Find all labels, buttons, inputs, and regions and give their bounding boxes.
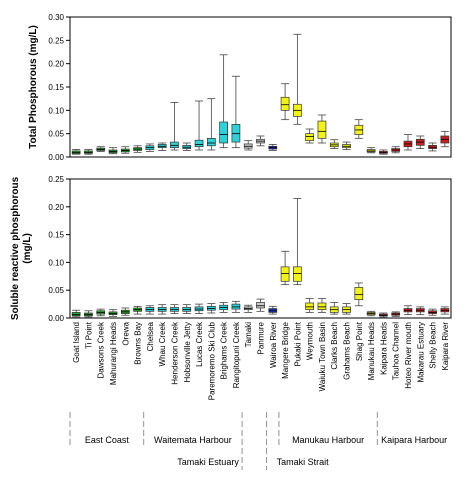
tp-y-tick-label: 0.15 — [48, 83, 64, 92]
srp-box — [71, 312, 81, 317]
tp-box — [206, 137, 216, 147]
site-label: Lucas Creek — [195, 321, 204, 367]
site-label: Paremoremo Ski Club — [207, 321, 216, 400]
soluble-reactive-phosphorus-plot-frame — [69, 178, 452, 319]
site-label: Orewa — [121, 321, 130, 345]
srp-box — [293, 266, 302, 282]
site-label: Wairoa River — [269, 322, 278, 368]
site-label: Browns Bay — [134, 322, 143, 365]
y-axis-label-line-1: Soluble reactive phosphorous — [10, 176, 21, 320]
tp-y-tick-label: 0.25 — [48, 36, 64, 45]
group-label-manukau-harbour: Manukau Harbour — [292, 435, 364, 445]
site-label: Henderson Creek — [170, 321, 179, 385]
site-label: Chelsea — [146, 321, 155, 351]
site-label: Kaipara Heads — [379, 322, 388, 375]
tp-y-tick-label: 0.00 — [48, 153, 64, 162]
site-label: Whau Creek — [158, 321, 167, 366]
srp-y-tick-label: 0.10 — [48, 258, 64, 267]
total-phosphorus-panel: 0.00 0.05 0.10 0.15 0.20 0.25 0.30 Total Phosp… — [28, 13, 452, 162]
group-label-east-coast: East Coast — [85, 435, 130, 445]
srp-box — [256, 302, 265, 309]
y-axis-label-line-2: (mg/L) — [22, 233, 33, 264]
site-label: Grahams Beach — [343, 322, 352, 380]
srp-box — [280, 266, 290, 282]
site-label: Mahurangi Heads — [109, 322, 118, 385]
site-label: Goat Island — [72, 322, 81, 363]
site-label: Tamaki — [244, 322, 253, 348]
group-label-kaipara-harbour: Kaipara Harbour — [381, 435, 447, 445]
srp-y-tick-label: 0.15 — [48, 231, 64, 240]
site-label: Tauhoa Channel — [392, 322, 401, 380]
site-label: Brighams Creek — [220, 321, 229, 379]
soluble-reactive-phosphorus-panel: 0.00 0.05 0.10 0.15 0.20 0.25 Soluble reactiv… — [10, 175, 452, 323]
site-label: Panmure — [257, 321, 266, 354]
tp-box — [219, 121, 228, 144]
site-label: Clarks Beach — [330, 322, 339, 370]
group-label-tamaki-strait: Tamaki Strait — [277, 457, 330, 467]
site-label: Waiuku Town Basin — [318, 322, 327, 391]
tp-box — [170, 141, 179, 149]
soluble-reactive-phosphorus-y-axis-label: Soluble reactive phosphorous(mg/L) — [10, 176, 33, 320]
srp-box — [354, 287, 364, 301]
tp-y-tick-label: 0.05 — [48, 130, 64, 139]
srp-y-tick-label: 0.05 — [48, 286, 64, 295]
site-label: Kaipara River — [441, 322, 450, 371]
tp-box — [280, 96, 290, 111]
group-label-waitemata-harbour: Waitemata Harbour — [154, 435, 232, 445]
site-label: Pukaki Point — [293, 321, 302, 366]
site-label: Ti Point — [84, 321, 93, 349]
srp-box — [317, 302, 327, 311]
tp-box — [317, 120, 327, 139]
tp-box — [194, 139, 204, 148]
srp-y-tick-label: 0.20 — [48, 203, 64, 212]
site-label: Weymouth — [306, 322, 315, 360]
site-label: Dawsons Creek — [97, 321, 106, 378]
total-phosphorus-y-axis-label: Total Phosphorous (mg/L) — [28, 25, 39, 149]
site-label: Rangitopuni Creek — [232, 321, 241, 388]
group-divider-lines — [69, 412, 378, 470]
site-label: Shag Point — [355, 321, 364, 361]
site-label: Shelly Beach — [429, 322, 438, 369]
tp-box — [305, 133, 315, 142]
tp-y-tick-label: 0.20 — [48, 60, 64, 69]
site-label: Manukau Heads — [367, 322, 376, 380]
site-labels: Goat Island Ti Point Dawsons Creek Mahurang… — [72, 321, 450, 400]
tp-box — [231, 123, 241, 143]
group-label-tamaki-estuary: Tamaki Estuary — [177, 457, 239, 467]
tp-y-tick-label: 0.10 — [48, 106, 64, 115]
site-label: Hoteo River mouth — [404, 322, 413, 389]
srp-y-tick-label: 0.25 — [48, 175, 64, 184]
site-label: Mangere Bridge — [281, 321, 290, 378]
site-label: Hobsonville Jetty — [183, 322, 192, 382]
srp-y-tick-label: 0.00 — [48, 314, 64, 323]
tp-y-tick-label: 0.30 — [48, 13, 64, 22]
srp-box — [305, 302, 315, 311]
site-label: Makarau Estuary — [416, 322, 425, 382]
group-labels: East Coast Waitemata Harbour Manukau Har… — [85, 435, 447, 467]
